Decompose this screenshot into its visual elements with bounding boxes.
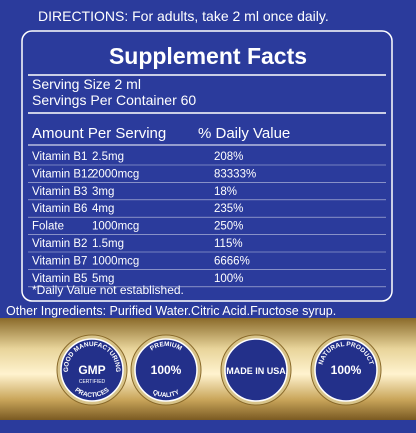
amount: 2.5mg — [92, 151, 124, 163]
badge-center: 100% — [331, 363, 362, 377]
badge — [134, 338, 198, 402]
badge-center: MADE IN USA — [226, 366, 286, 376]
badge — [224, 338, 288, 402]
facts-box — [21, 30, 393, 302]
nutrient: Vitamin B6 — [32, 203, 87, 215]
daily-value: 250% — [214, 221, 243, 233]
amount: 5mg — [92, 273, 114, 285]
serving-size: Serving Size 2 ml — [32, 76, 141, 92]
badge-center: GMP — [78, 363, 105, 377]
badge-top: PREMIUM — [149, 341, 183, 352]
amount: 4mg — [92, 203, 114, 215]
badges: GOOD MANUFACTURINGPRACTICESGMPCERTIFIEDP… — [56, 334, 382, 406]
daily-value: 100% — [214, 273, 243, 285]
amount: 1000mcg — [92, 255, 139, 267]
amount: 1000mcg — [92, 221, 139, 233]
badge-top-text: PREMIUM — [149, 341, 183, 352]
amount: 3mg — [92, 186, 114, 198]
badge-bottom-text: QUALITY — [151, 389, 181, 400]
other-ingredients: Other Ingredients: Purified Water.Citric… — [6, 304, 336, 318]
amount: 2000mcg — [92, 168, 139, 180]
directions: DIRECTIONS: For adults, take 2 ml once d… — [38, 8, 329, 24]
badge-sub: CERTIFIED — [79, 379, 106, 385]
daily-value: 6666% — [214, 255, 250, 267]
servings-per-container: Servings Per Container 60 — [32, 92, 196, 108]
nutrient: Vitamin B12 — [32, 168, 94, 180]
nutrient: Vitamin B5 — [32, 273, 87, 285]
nutrient: Vitamin B2 — [32, 238, 87, 250]
daily-value: 83333% — [214, 168, 256, 180]
daily-value: 18% — [214, 186, 237, 198]
percent-header: % Daily Value — [198, 125, 290, 142]
badge — [314, 338, 378, 402]
badge-center: 100% — [151, 363, 182, 377]
note: *Daily Value not established. — [32, 283, 184, 297]
badge — [60, 338, 124, 402]
amount: 1.5mg — [92, 238, 124, 250]
daily-value: 208% — [214, 151, 243, 163]
daily-value: 115% — [214, 238, 243, 250]
nutrient: Vitamin B7 — [32, 255, 87, 267]
nutrient: Vitamin B3 — [32, 186, 87, 198]
amount-header: Amount Per Serving — [32, 125, 166, 142]
daily-value: 235% — [214, 203, 243, 215]
nutrient: Vitamin B1 — [32, 151, 87, 163]
nutrient: Folate — [32, 221, 64, 233]
badge-bottom: QUALITY — [151, 389, 181, 400]
facts-title: Supplement Facts — [109, 43, 307, 69]
